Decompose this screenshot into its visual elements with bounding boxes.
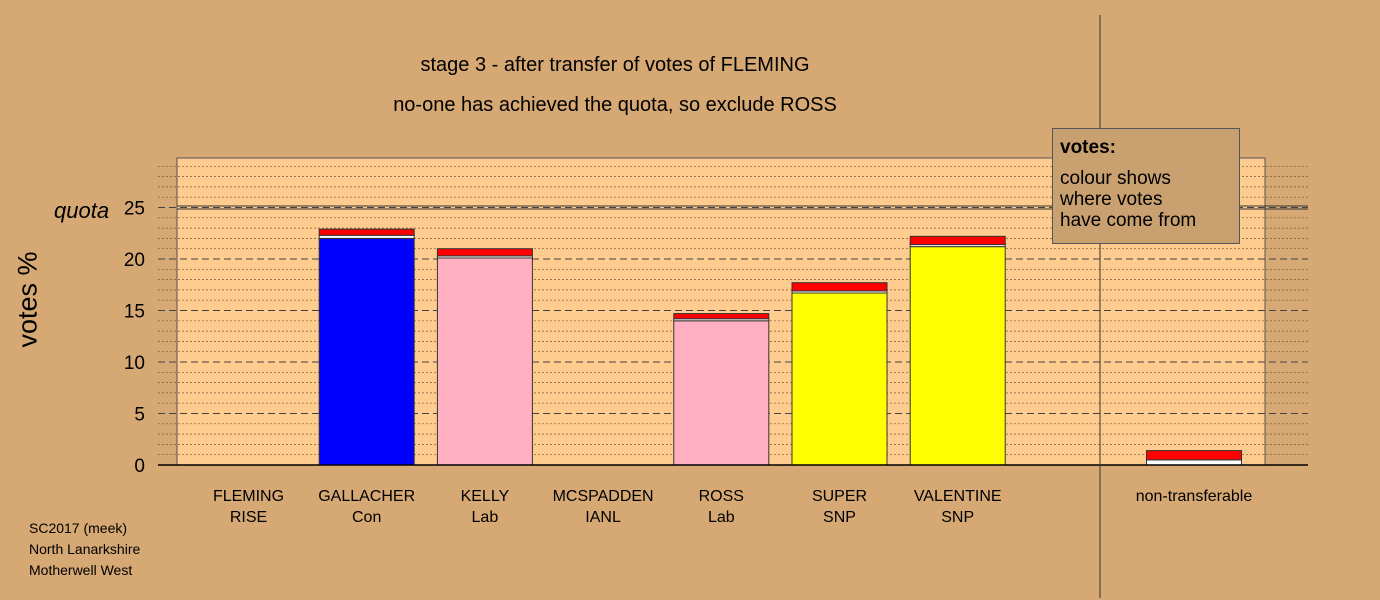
legend: votes: colour shows where votes have com… [1052, 128, 1240, 244]
candidate-label-kelly: KELLY Lab [425, 486, 545, 528]
y-tick-label: 0 [134, 456, 145, 477]
bar-gallacher-first-pref [318, 237, 415, 466]
y-tick-label: 5 [134, 405, 145, 426]
candidate-label-valentine: VALENTINE SNP [898, 486, 1018, 528]
candidate-name: ROSS [698, 488, 744, 505]
bar-ross-transfer [673, 313, 770, 320]
bar-valentine-transfer [909, 235, 1006, 246]
bar-nontransferable-gap [1146, 459, 1242, 466]
bar-ross-first-pref [673, 320, 770, 466]
bar-super-first-pref [791, 292, 888, 466]
candidate-party: SNP [941, 509, 975, 526]
chart-subtitle: no-one has achieved the quota, so exclud… [393, 94, 837, 116]
candidate-name: KELLY [460, 488, 510, 505]
y-tick-label: 15 [124, 302, 145, 323]
candidate-name: VALENTINE [913, 488, 1002, 505]
candidate-name: FLEMING [212, 488, 285, 505]
candidate-party: Lab [471, 509, 499, 526]
candidate-party: Lab [707, 509, 735, 526]
bar-kelly-transfer [436, 248, 533, 257]
candidate-party: SNP [823, 509, 856, 526]
footer-line: North Lanarkshire [29, 541, 141, 557]
candidate-label-ross: ROSS Lab [661, 486, 781, 528]
y-tick-label: 25 [124, 199, 145, 220]
footer-line: SC2017 (meek) [29, 520, 128, 536]
candidate-name: GALLACHER [318, 488, 416, 505]
bar-kelly-first-pref [436, 257, 533, 466]
quota-label: quota [54, 198, 110, 223]
bar-valentine-first-pref [909, 246, 1006, 466]
nontransferable-label: non-transferable [1135, 488, 1253, 505]
y-axis-label: votes % [12, 251, 43, 348]
candidate-name: MCSPADDEN [552, 488, 654, 505]
candidate-label-mcspadden: MCSPADDEN IANL [543, 486, 663, 528]
candidate-party: RISE [229, 509, 268, 526]
legend-line: where votes [1060, 189, 1163, 210]
legend-title: votes: [1060, 137, 1116, 158]
y-tick-label: 20 [124, 250, 145, 271]
candidate-party: IANL [585, 509, 621, 526]
candidate-label-fleming: FLEMING RISE [189, 486, 309, 528]
y-tick-label: 10 [124, 353, 145, 374]
candidate-label-super: SUPER SNP [780, 486, 900, 528]
footer: SC2017 (meek) North Lanarkshire Motherwe… [29, 518, 140, 581]
candidate-name: SUPER [811, 488, 868, 505]
bar-gallacher-transfer [318, 228, 415, 236]
candidate-party: Con [352, 509, 382, 526]
bar-nontransferable-transfer [1146, 450, 1242, 461]
bar-super-transfer [791, 282, 888, 292]
footer-line: Motherwell West [29, 562, 133, 578]
legend-line: have come from [1060, 210, 1197, 231]
chart-title: stage 3 - after transfer of votes of FLE… [420, 54, 810, 76]
legend-line: colour shows [1060, 168, 1171, 189]
candidate-label-gallacher: GALLACHER Con [307, 486, 427, 528]
